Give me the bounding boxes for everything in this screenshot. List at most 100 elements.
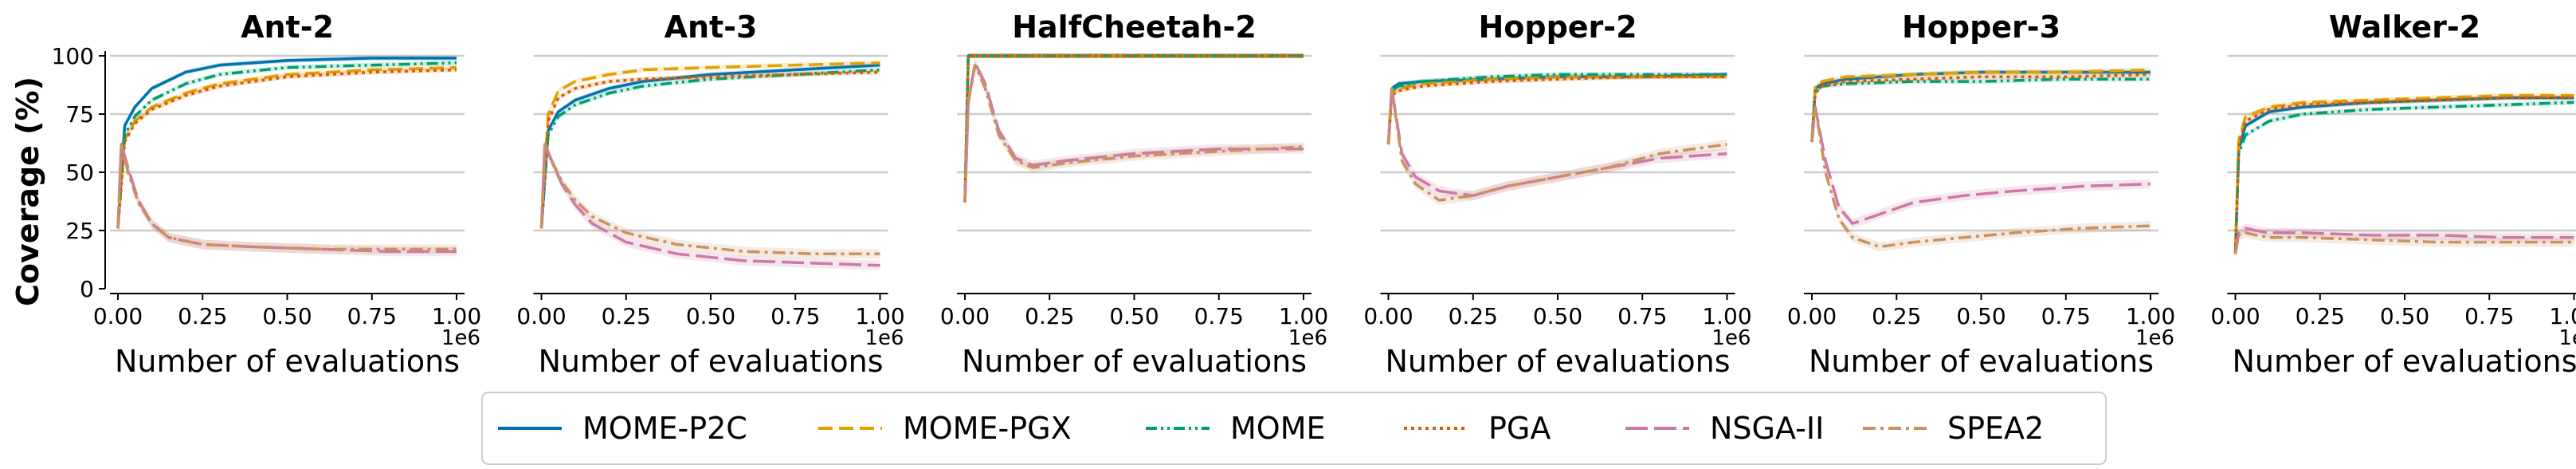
- y-tick-label: 75: [65, 101, 94, 128]
- series-band-mome: [1812, 77, 2151, 145]
- series-band-mome: [965, 53, 1304, 205]
- x-tick-label: 0.25: [1872, 303, 1921, 329]
- series-band-nsga-ii: [541, 139, 880, 270]
- series-line-pga: [116, 68, 457, 229]
- series-band-pga: [2235, 95, 2574, 257]
- panel-ant-2: Ant-2 0.00 0.25 0.50 0.75 1.00 0 25 50 75 100 1e6Nu…: [52, 10, 482, 379]
- y-tick-label: 50: [65, 160, 94, 186]
- x-tick-label: 0.50: [262, 303, 312, 329]
- x-tick-label: 0.00: [2210, 303, 2260, 329]
- x-axis-label: Number of evaluations: [1385, 344, 1730, 379]
- x-tick-label: 1.00: [855, 303, 904, 329]
- x-scale-label: 1e6: [1288, 326, 1327, 350]
- series-band-nsga-ii: [965, 57, 1304, 207]
- legend-label: MOME-PGX: [903, 411, 1072, 446]
- legend-item-pga: PGA: [1404, 411, 1551, 446]
- legend-item-spea2: SPEA2: [1863, 411, 2044, 446]
- legend-item-mome-pgx: MOME-PGX: [818, 411, 1072, 446]
- panel-title: Ant-3: [665, 10, 758, 45]
- x-tick-label: 0.50: [1956, 303, 2006, 329]
- series-line-mome: [2233, 100, 2574, 254]
- x-tick-label: 0.25: [178, 303, 227, 329]
- series-band-spea2: [541, 139, 880, 259]
- series-band-spea2: [1388, 83, 1727, 206]
- panel-title: Hopper-3: [1902, 10, 2060, 45]
- x-tick-label: 0.00: [940, 303, 990, 329]
- panel-title: HalfCheetah-2: [1012, 10, 1257, 45]
- series-band-mome-p2c: [118, 55, 457, 231]
- series-band-mome: [118, 60, 457, 231]
- legend-label: MOME: [1230, 411, 1326, 446]
- series-line-spea2: [1810, 105, 2151, 249]
- x-axis-label: Number of evaluations: [115, 344, 460, 379]
- x-scale-label: 1e6: [2135, 326, 2174, 350]
- series-line-nsga-ii: [2233, 227, 2574, 254]
- x-tick-label: 0.75: [2464, 303, 2514, 329]
- x-tick-label: 0.25: [2296, 303, 2345, 329]
- legend-label: MOME-P2C: [582, 411, 747, 446]
- panel-title: Ant-2: [241, 10, 334, 45]
- series-line-nsga-ii: [116, 143, 457, 254]
- x-tick-label: 0.25: [602, 303, 651, 329]
- series-band-nsga-ii: [1388, 83, 1727, 201]
- series-line-nsga-ii: [963, 61, 1304, 203]
- series-line-pga: [1810, 73, 2151, 143]
- series-line-pga: [2233, 96, 2574, 254]
- x-axis-label: Number of evaluations: [538, 344, 883, 379]
- series-line-mome: [116, 61, 457, 229]
- series-band-pga: [965, 53, 1304, 205]
- series-band-pga: [1812, 72, 2151, 145]
- series-line-mome-pgx: [2233, 93, 2574, 254]
- series-band-mome-p2c: [1388, 72, 1727, 147]
- x-tick-label: 0.50: [1533, 303, 1582, 329]
- y-tick-label: 25: [65, 218, 94, 244]
- legend-item-nsga-ii: NSGA-II: [1625, 411, 1824, 446]
- series-line-spea2: [116, 143, 457, 251]
- series-band-spea2: [1812, 102, 2151, 252]
- series-band-spea2: [965, 60, 1304, 207]
- x-tick-label: 1.00: [2126, 303, 2175, 329]
- series-line-mome-pgx: [963, 54, 1304, 203]
- x-tick-label: 1.00: [2549, 303, 2576, 329]
- x-tick-label: 0.50: [2380, 303, 2429, 329]
- x-scale-label: 1e6: [2558, 326, 2576, 350]
- panel-title: Walker-2: [2329, 10, 2480, 45]
- series-band-mome-pgx: [1812, 67, 2151, 145]
- series-line-spea2: [539, 143, 880, 255]
- series-line-mome: [963, 54, 1304, 203]
- series-band-nsga-ii: [1812, 102, 2151, 229]
- y-tick-label: 0: [80, 276, 94, 302]
- series-line-mome-p2c: [116, 57, 457, 229]
- y-tick-label: 100: [52, 43, 94, 69]
- legend-frame: [481, 392, 2107, 465]
- series-band-spea2: [2235, 227, 2574, 259]
- x-tick-label: 0.00: [93, 303, 143, 329]
- y-axis-label: Coverage (%): [10, 77, 45, 306]
- series-line-spea2: [1386, 87, 1727, 202]
- legend-item-mome: MOME: [1146, 411, 1326, 446]
- x-tick-label: 1.00: [432, 303, 481, 329]
- panel-title: Hopper-2: [1478, 10, 1637, 45]
- series-line-mome-pgx: [539, 61, 880, 229]
- legend-label: SPEA2: [1947, 411, 2044, 446]
- series-band-mome: [1388, 72, 1727, 147]
- x-tick-label: 1.00: [1702, 303, 1751, 329]
- series-line-mome-p2c: [963, 54, 1304, 203]
- panel-halfcheetah-2: HalfCheetah-2 0.00 0.25 0.50 0.75 1.001e6Numb…: [940, 10, 1328, 379]
- series-line-pga: [963, 54, 1304, 203]
- legend-item-mome-p2c: MOME-P2C: [498, 411, 747, 446]
- x-tick-label: 0.50: [686, 303, 735, 329]
- series-line-pga: [539, 70, 880, 229]
- x-tick-label: 0.75: [2041, 303, 2091, 329]
- x-scale-label: 1e6: [441, 326, 480, 350]
- series-line-nsga-ii: [1810, 105, 2151, 225]
- x-axis-label: Number of evaluations: [1809, 344, 2154, 379]
- series-line-nsga-ii: [1386, 87, 1727, 197]
- series-line-mome: [1386, 73, 1727, 145]
- legend-label: PGA: [1488, 411, 1551, 446]
